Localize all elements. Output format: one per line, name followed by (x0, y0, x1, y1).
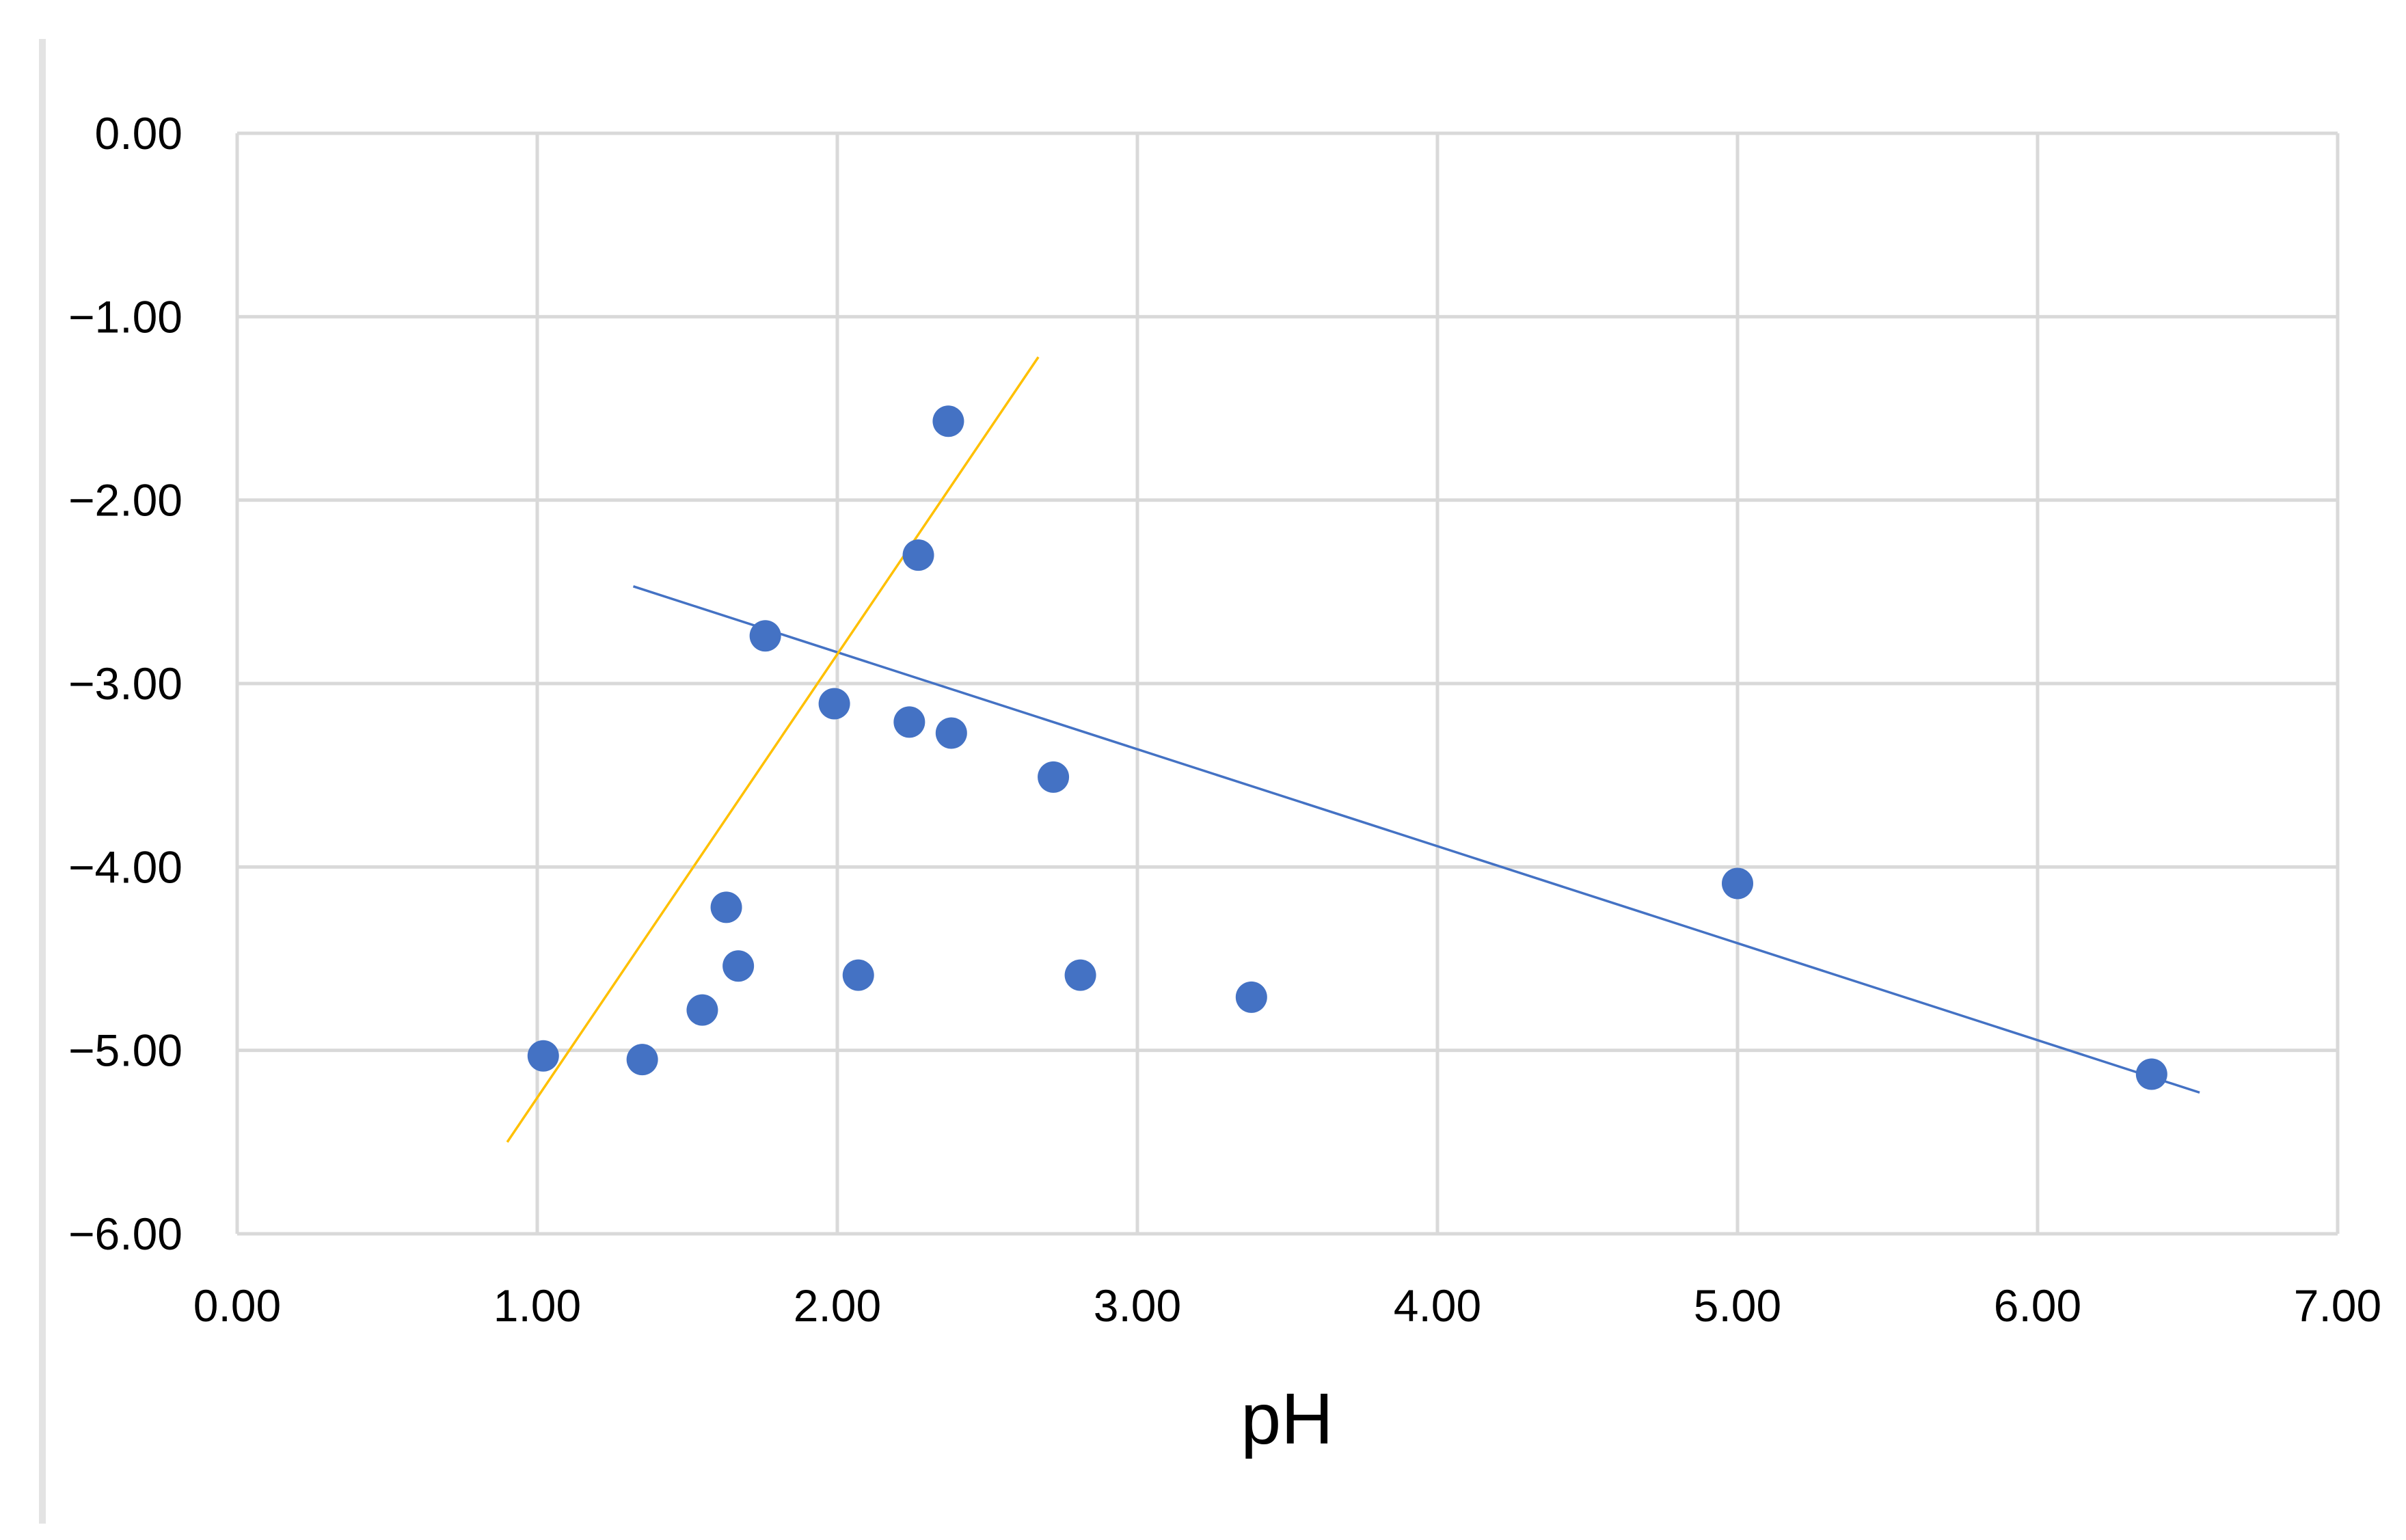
axes (235, 133, 2338, 1236)
y-tick-label: −2.00 (68, 475, 183, 526)
data-point (722, 950, 755, 982)
y-tick-label: −5.00 (68, 1025, 183, 1076)
data-point (2135, 1058, 2167, 1090)
y-tick-label: −4.00 (68, 841, 183, 892)
data-point (749, 620, 781, 652)
x-tick-label: 2.00 (794, 1280, 881, 1331)
tick-labels: 0.00 1.00 2.00 3.00 4.00 5.00 6.00 7.00 0.00 −1.0… (68, 108, 2381, 1331)
data-point (932, 405, 964, 437)
x-tick-label: 4.00 (1394, 1280, 1481, 1331)
x-tick-label: 6.00 (1994, 1280, 2081, 1331)
x-tick-label: 7.00 (2294, 1280, 2381, 1331)
trendline (506, 356, 1040, 1143)
trendlines (506, 356, 2200, 1143)
y-tick-label: 0.00 (95, 108, 183, 159)
data-point (710, 891, 742, 923)
x-tick-label: 1.00 (494, 1280, 581, 1331)
data-point (527, 1040, 559, 1072)
data-points (527, 405, 2167, 1090)
data-point (893, 706, 925, 738)
x-tick-label: 5.00 (1694, 1280, 1781, 1331)
data-point (1235, 981, 1267, 1013)
data-point (902, 539, 934, 571)
gridlines (237, 131, 2340, 1234)
x-tick-label: 0.00 (193, 1280, 281, 1331)
data-point (1064, 959, 1096, 991)
data-point (686, 994, 718, 1026)
y-tick-label: −3.00 (68, 658, 183, 709)
data-point (818, 688, 850, 720)
y-tick-label: −1.00 (68, 291, 183, 342)
data-point (1722, 867, 1753, 900)
left-border-line (39, 39, 46, 1524)
data-point (626, 1044, 658, 1076)
y-tick-label: −6.00 (68, 1208, 183, 1259)
x-tick-label: 3.00 (1094, 1280, 1181, 1331)
data-point (935, 717, 967, 749)
trendline (632, 585, 2200, 1094)
data-point (842, 959, 874, 991)
x-axis-title: pH (1241, 1379, 1334, 1459)
data-point (1038, 761, 1070, 793)
